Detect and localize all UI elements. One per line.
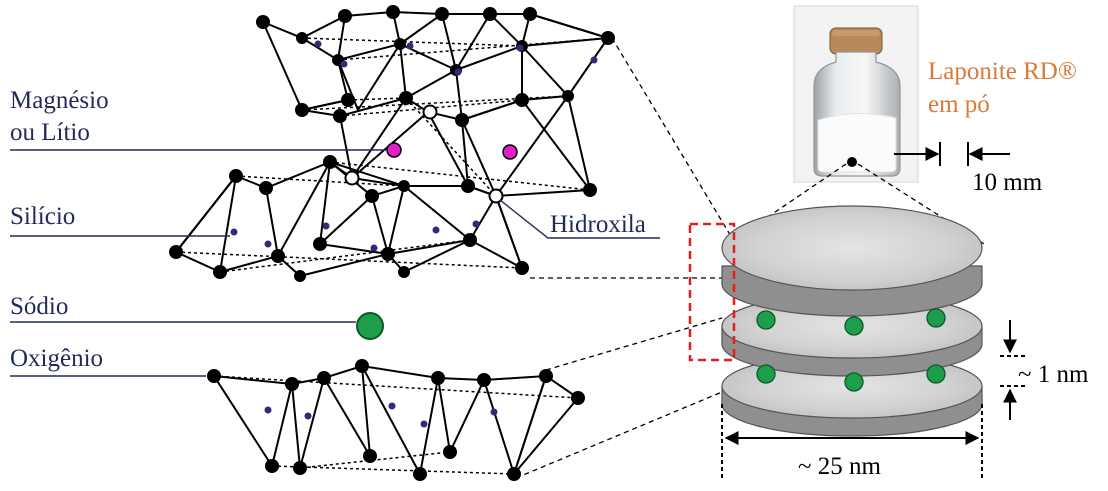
thickness-label: ~ 1 nm xyxy=(1018,361,1089,388)
diameter-label: ~ 25 nm xyxy=(798,453,882,480)
top-tetrahedral-layer xyxy=(262,10,609,122)
highlight-box xyxy=(688,222,736,362)
product-form: em pó xyxy=(928,91,990,118)
silicon-atoms xyxy=(230,40,598,428)
diameter-indicator xyxy=(721,404,983,480)
laponite-disc-stack xyxy=(688,163,985,437)
vial-focus-point xyxy=(847,157,857,167)
label-hidroxila: Hidroxila xyxy=(550,211,646,238)
zoom-connectors xyxy=(515,37,733,479)
label-oxigenio: Oxigênio xyxy=(10,345,103,372)
interlayer-sodium-ions xyxy=(756,308,946,392)
thickness-indicator xyxy=(1000,320,1028,420)
vial-scale-indicator xyxy=(894,142,1010,166)
magnesium-atoms xyxy=(386,142,518,160)
powder-vial-photo xyxy=(793,5,919,183)
oxygen-atoms xyxy=(169,5,615,481)
label-sodio: Sódio xyxy=(10,293,68,320)
label-magnesio: Magnésio xyxy=(10,87,109,114)
vial-scale-label: 10 mm xyxy=(972,169,1043,196)
label-leaders xyxy=(10,149,660,377)
product-name: Laponite RD® xyxy=(928,58,1077,85)
crystal-structure xyxy=(169,5,615,481)
label-silicio: Silício xyxy=(10,203,75,230)
hydroxyl-groups xyxy=(344,104,504,204)
sodium-ion xyxy=(356,312,384,340)
label-litio: ou Lítio xyxy=(10,119,90,146)
